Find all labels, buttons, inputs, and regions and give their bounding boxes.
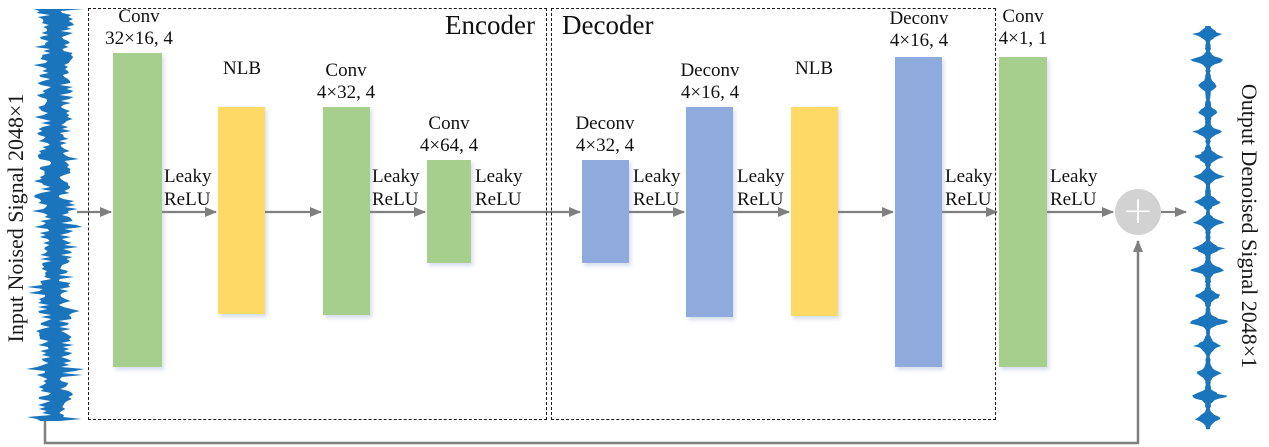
encoder-title: Encoder (445, 10, 535, 40)
leaky-relu-label-3: Leaky ReLU (475, 166, 523, 210)
leaky-relu-label-2: Leaky ReLU (372, 166, 420, 210)
input-waveform (26, 9, 85, 421)
nlb2-block (791, 107, 838, 316)
deconv3-block (895, 57, 942, 367)
deconv2-block (686, 107, 733, 317)
nlb1-block (218, 107, 265, 314)
conv1-block (113, 53, 162, 367)
output-signal-label: Output Denoised Signal 2048×1 (1237, 83, 1262, 369)
encoder-box (88, 8, 547, 420)
plus-icon: + (1122, 188, 1154, 232)
conv2-label: Conv 4×32, 4 (316, 60, 376, 103)
skip-connection-line (43, 240, 1143, 445)
conv3-label: Conv 4×64, 4 (419, 113, 479, 156)
decoder-title: Decoder (562, 10, 654, 40)
conv3-block (427, 160, 471, 263)
conv4-label: Conv 4×1, 1 (998, 6, 1048, 49)
leaky-relu-label-4: Leaky ReLU (633, 166, 681, 210)
leaky-relu-label-7: Leaky ReLU (1050, 166, 1098, 210)
deconv1-block (582, 160, 629, 263)
deconv2-label: Deconv 4×16, 4 (680, 60, 740, 103)
conv2-block (323, 107, 370, 315)
output-waveform (1190, 26, 1228, 430)
deconv3-label: Deconv 4×16, 4 (889, 8, 949, 51)
leaky-relu-label-1: Leaky ReLU (164, 166, 212, 210)
input-signal-label: Input Noised Signal 2048×1 (3, 93, 28, 343)
conv1-label: Conv 32×16, 4 (105, 6, 173, 49)
adder-node: + (1115, 189, 1161, 235)
leaky-relu-label-5: Leaky ReLU (737, 166, 785, 210)
nlb2-label: NLB (795, 58, 833, 79)
nlb1-label: NLB (223, 58, 261, 79)
decoder-box (551, 8, 996, 420)
deconv1-label: Deconv 4×32, 4 (575, 113, 635, 156)
leaky-relu-label-6: Leaky ReLU (945, 166, 993, 210)
conv4-block (999, 57, 1047, 367)
